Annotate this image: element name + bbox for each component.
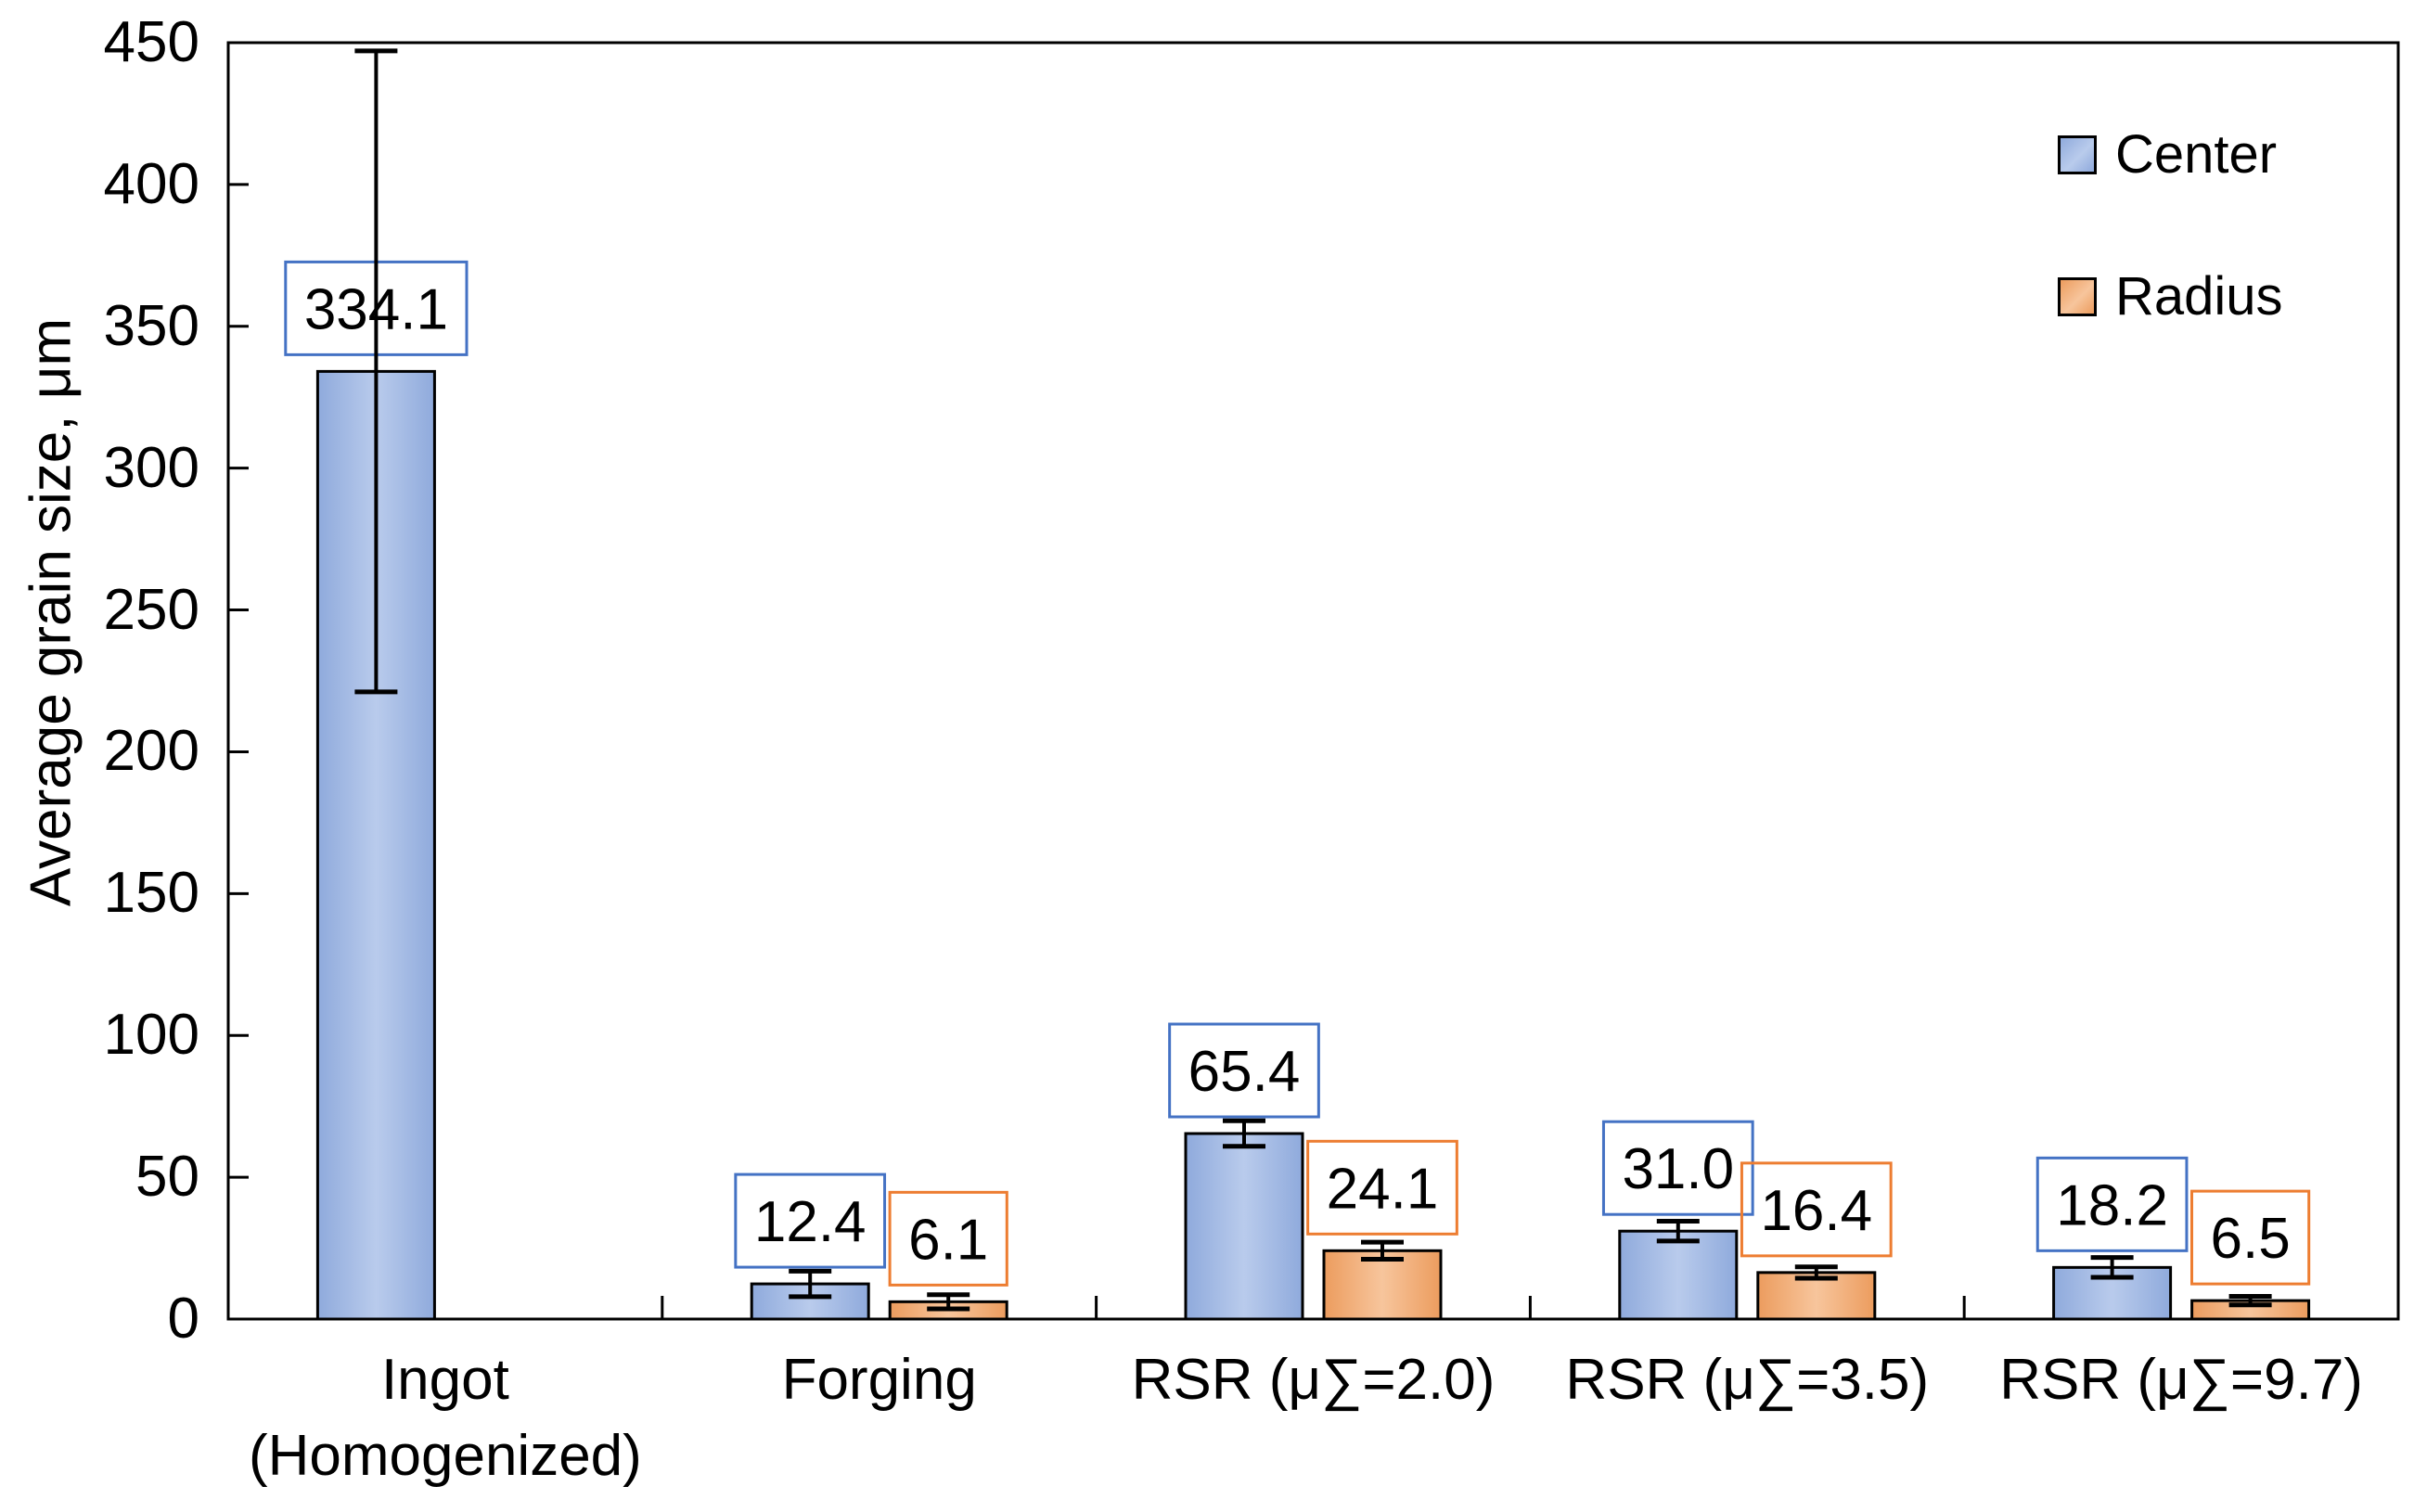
bar-center-2 <box>1184 1132 1304 1321</box>
data-label-box-radius-3 <box>1740 1161 1893 1258</box>
data-label-center-4: 18.2 <box>2056 1173 2168 1237</box>
y-tick-label-250: 250 <box>103 577 199 642</box>
data-label-box-radius-1 <box>888 1190 1008 1287</box>
y-tick-label-200: 200 <box>103 719 199 784</box>
plot-border <box>226 41 2400 1321</box>
bar-center-3 <box>1618 1229 1739 1321</box>
y-tick-label-100: 100 <box>103 1003 199 1068</box>
data-label-radius-3: 16.4 <box>1760 1179 1872 1243</box>
legend-swatch-center <box>2058 135 2097 174</box>
y-tick-label-450: 450 <box>103 10 199 74</box>
y-tick-label-350: 350 <box>103 293 199 358</box>
data-label-radius-4: 6.5 <box>2210 1207 2290 1271</box>
category-label-2: RSR (μ∑=2.0) <box>1131 1348 1496 1412</box>
y-tick-label-300: 300 <box>103 435 199 500</box>
data-label-radius-1: 6.1 <box>908 1208 988 1272</box>
data-label-box-radius-2 <box>1306 1139 1458 1236</box>
data-label-box-center-4 <box>2035 1156 2189 1252</box>
legend-label-center: Center <box>2115 124 2278 185</box>
data-label-center-3: 31.0 <box>1622 1137 1734 1201</box>
data-label-box-center-3 <box>1601 1120 1754 1216</box>
category-label-4: RSR (μ∑=9.7) <box>1999 1348 2363 1412</box>
y-tick-label-50: 50 <box>135 1145 199 1210</box>
y-tick-label-400: 400 <box>103 151 199 216</box>
y-tick-label-0: 0 <box>167 1287 199 1351</box>
data-label-box-center-2 <box>1168 1022 1320 1119</box>
legend-item-center: Center <box>2058 128 2277 182</box>
legend-label-radius: Radius <box>2115 266 2283 327</box>
data-label-center-2: 65.4 <box>1188 1040 1301 1104</box>
y-tick-label-150: 150 <box>103 861 199 926</box>
category-label-1: Forging <box>781 1348 977 1412</box>
data-label-box-radius-4 <box>2190 1189 2311 1286</box>
category-label-3: RSR (μ∑=3.5) <box>1565 1348 1930 1412</box>
legend-item-radius: Radius <box>2058 270 2283 324</box>
data-label-box-center-1 <box>734 1172 887 1269</box>
data-label-radius-2: 24.1 <box>1327 1157 1439 1221</box>
data-label-center-1: 12.4 <box>754 1190 867 1254</box>
category-label-0: Ingot (Homogenized) <box>248 1348 642 1488</box>
legend-swatch-radius <box>2058 277 2097 316</box>
